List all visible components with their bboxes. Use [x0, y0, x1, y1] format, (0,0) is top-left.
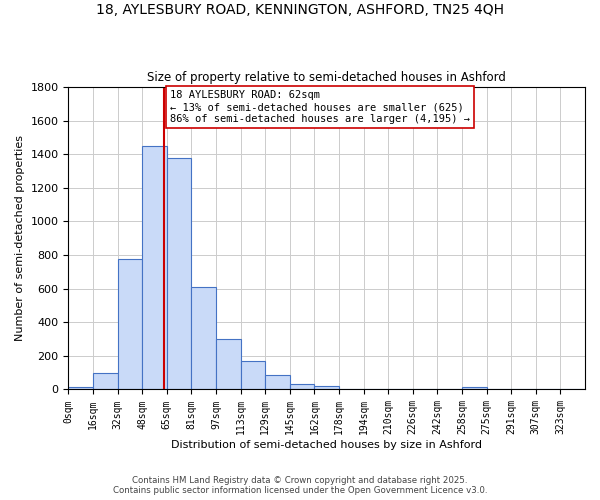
Bar [241, 361, 265, 390]
Bar [167, 158, 191, 390]
Title: Size of property relative to semi-detached houses in Ashford: Size of property relative to semi-detach… [147, 72, 506, 85]
Text: 18 AYLESBURY ROAD: 62sqm
← 13% of semi-detached houses are smaller (625)
86% of : 18 AYLESBURY ROAD: 62sqm ← 13% of semi-d… [170, 90, 470, 124]
Bar [314, 386, 339, 390]
X-axis label: Distribution of semi-detached houses by size in Ashford: Distribution of semi-detached houses by … [171, 440, 482, 450]
Bar [191, 287, 216, 390]
Y-axis label: Number of semi-detached properties: Number of semi-detached properties [15, 136, 25, 342]
Bar [216, 339, 241, 390]
Bar [462, 387, 487, 390]
Bar [265, 375, 290, 390]
Bar [290, 384, 314, 390]
Bar [142, 146, 167, 390]
Bar [93, 372, 118, 390]
Bar [118, 260, 142, 390]
Text: Contains HM Land Registry data © Crown copyright and database right 2025.
Contai: Contains HM Land Registry data © Crown c… [113, 476, 487, 495]
Bar [68, 387, 93, 390]
Text: 18, AYLESBURY ROAD, KENNINGTON, ASHFORD, TN25 4QH: 18, AYLESBURY ROAD, KENNINGTON, ASHFORD,… [96, 2, 504, 16]
